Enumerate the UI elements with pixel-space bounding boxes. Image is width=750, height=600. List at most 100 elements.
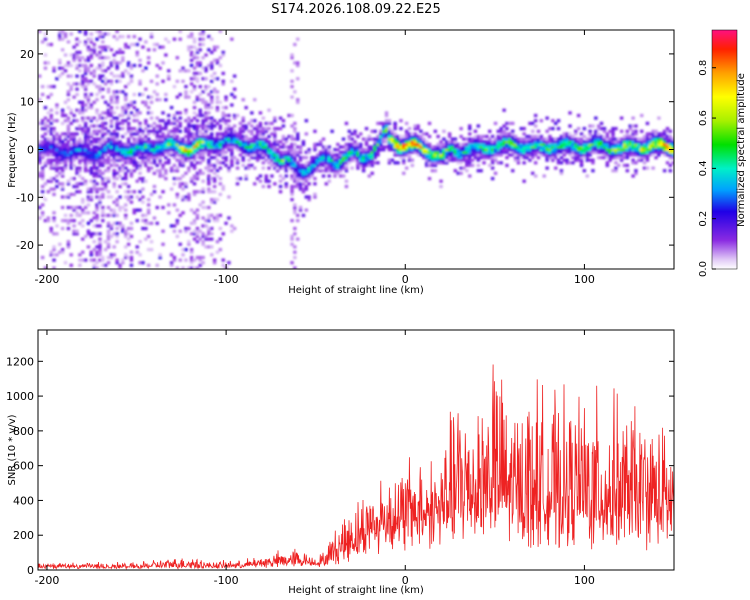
- spectrogram-cell: [187, 137, 191, 141]
- spectrogram-cell: [98, 85, 102, 89]
- spectrogram-cell: [568, 150, 572, 154]
- spectrogram-cell: [591, 158, 595, 162]
- spectrogram-cell: [43, 37, 48, 41]
- spectrogram-cell: [55, 142, 59, 147]
- spectrogram-cell: [430, 169, 435, 173]
- spectrogram-cell: [665, 148, 670, 152]
- spectrogram-cell: [192, 127, 197, 131]
- spectrogram-cell: [212, 156, 217, 160]
- spectrogram-cell: [78, 56, 82, 60]
- spectrogram-cell: [172, 113, 177, 118]
- spectrogram-cell: [124, 208, 128, 212]
- spectrogram-cell: [293, 161, 297, 165]
- spectrogram-cell: [58, 66, 62, 70]
- spectrogram-cell: [43, 61, 48, 65]
- spectrogram-cell: [465, 148, 469, 152]
- spectrogram-cell: [447, 150, 452, 154]
- spectrogram-cell: [66, 63, 71, 68]
- spectrogram-cell: [95, 171, 99, 175]
- spectrogram-cell: [49, 250, 53, 254]
- spectrogram-cell: [232, 226, 237, 231]
- spectrogram-cell: [112, 221, 116, 225]
- spectrogram-cell: [215, 158, 220, 162]
- spectrogram-cell: [210, 95, 214, 99]
- spectrogram-cell: [132, 113, 137, 118]
- spectrogram-cell: [98, 240, 102, 244]
- spectrogram-cell: [144, 156, 148, 160]
- spectrogram-cell: [608, 150, 612, 154]
- spectrogram-cell: [611, 129, 615, 133]
- spectrogram-cell: [55, 184, 59, 189]
- spectrogram-cell: [210, 90, 214, 94]
- spectrogram-cell: [189, 150, 194, 154]
- spectrogram-cell: [40, 174, 45, 178]
- spectrogram-cell: [533, 148, 538, 152]
- x-tick-label: 0: [402, 273, 409, 286]
- spectrogram-cell: [135, 42, 139, 47]
- spectrogram-cell: [106, 179, 111, 183]
- spectrogram-cell: [556, 137, 561, 141]
- spectrogram-cell: [112, 100, 116, 104]
- spectrogram-cell: [178, 161, 182, 165]
- spectrogram-cell: [293, 179, 297, 183]
- spectrogram-cell: [95, 132, 99, 136]
- spectrogram-cell: [98, 148, 102, 152]
- spectrogram-cell: [86, 140, 91, 144]
- spectrogram-cell: [106, 129, 111, 133]
- spectrogram-cell: [66, 74, 71, 78]
- spectrogram-cell: [255, 153, 260, 157]
- spectrogram-cell: [605, 134, 610, 139]
- spectrogram-cell: [207, 111, 211, 115]
- spectrogram-cell: [187, 158, 191, 162]
- spectrogram-cell: [75, 184, 79, 189]
- spectrogram-cell: [502, 140, 506, 144]
- spectrogram-cell: [63, 134, 68, 139]
- spectrogram-cell: [124, 174, 128, 178]
- spectrogram-cell: [293, 250, 297, 254]
- spectrogram-cell: [184, 140, 188, 144]
- spectrogram-cell: [92, 266, 96, 269]
- spectrogram-cell: [533, 140, 538, 144]
- spectrogram-cell: [86, 148, 91, 152]
- spectrogram-cell: [92, 166, 96, 170]
- spectrogram-cell: [204, 224, 208, 228]
- spectrogram-cell: [634, 137, 638, 141]
- spectrogram-cell: [181, 174, 185, 178]
- spectrogram-cell: [476, 142, 481, 147]
- spectrogram-cell: [167, 69, 171, 73]
- spectrogram-cell: [83, 40, 88, 44]
- spectrogram-cell: [184, 127, 188, 131]
- spectrogram-cell: [89, 40, 94, 44]
- spectrogram-cell: [212, 58, 217, 62]
- spectrogram-cell: [178, 150, 182, 154]
- spectrogram-cell: [63, 148, 68, 152]
- spectrogram-cell: [129, 169, 134, 173]
- spectrogram-cell: [528, 137, 532, 141]
- spectrogram-cell: [230, 37, 234, 41]
- spectrogram-cell: [301, 213, 306, 218]
- spectrogram-cell: [278, 184, 283, 189]
- spectrogram-cell: [207, 177, 211, 181]
- spectrogram-cell: [95, 148, 99, 152]
- spectrogram-cell: [161, 229, 165, 233]
- spectrogram-cell: [181, 140, 185, 144]
- spectrogram-cell: [83, 150, 88, 154]
- spectrogram-cell: [83, 182, 88, 186]
- spectrogram-cell: [81, 74, 85, 78]
- spectrogram-cell: [198, 190, 202, 194]
- spectrogram-cell: [66, 127, 71, 131]
- spectrogram-cell: [642, 150, 647, 154]
- spectrogram-cell: [161, 153, 165, 157]
- spectrogram-cell: [273, 182, 277, 186]
- spectrogram-cell: [264, 142, 268, 147]
- spectrogram-cell: [210, 198, 214, 202]
- spectrogram-cell: [192, 145, 197, 149]
- spectrogram-cell: [106, 90, 111, 94]
- spectrogram-cell: [72, 153, 76, 157]
- spectrogram-cell: [218, 153, 223, 157]
- spectrogram-cell: [121, 150, 125, 154]
- spectrogram-cell: [559, 171, 564, 175]
- spectrogram-cell: [387, 129, 392, 133]
- spectrogram-cell: [201, 127, 205, 131]
- spectrogram-cell: [184, 119, 188, 123]
